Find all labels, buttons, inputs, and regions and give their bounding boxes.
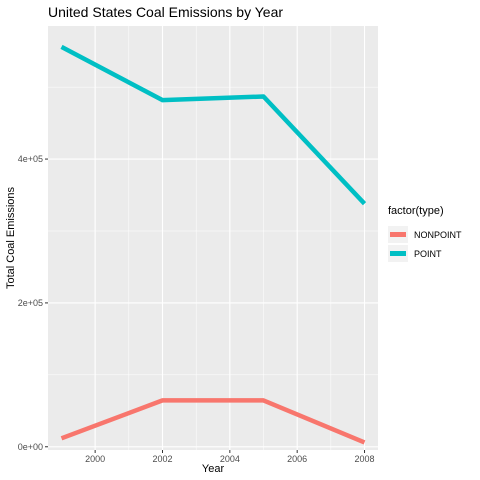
chart-title: United States Coal Emissions by Year xyxy=(48,4,283,20)
x-axis: 2000 2002 2004 2006 2008 xyxy=(85,450,375,464)
y-axis-title: Total Coal Emissions xyxy=(5,186,17,289)
series-line-nonpoint xyxy=(60,398,366,445)
y-tick-label: 4e+05 xyxy=(18,154,43,164)
plot-panel xyxy=(48,26,378,450)
x-axis-title: Year xyxy=(202,463,225,475)
legend: factor(type) NONPOINT POINT xyxy=(388,205,462,262)
x-tick-label: 2000 xyxy=(85,454,105,464)
series-line-point xyxy=(60,44,367,206)
legend-item-nonpoint: NONPOINT xyxy=(388,226,462,243)
series-lines xyxy=(60,44,367,445)
legend-label-nonpoint: NONPOINT xyxy=(414,230,462,240)
legend-item-point: POINT xyxy=(388,245,442,262)
legend-label-point: POINT xyxy=(414,249,442,259)
x-tick-label: 2008 xyxy=(355,454,375,464)
x-tick-label: 2006 xyxy=(287,454,307,464)
x-tick-label: 2004 xyxy=(220,454,240,464)
y-axis: 0e+00 2e+05 4e+05 xyxy=(18,154,48,452)
legend-title: factor(type) xyxy=(388,205,444,217)
x-tick-label: 2002 xyxy=(152,454,172,464)
grid-major xyxy=(48,26,378,450)
y-tick-label: 2e+05 xyxy=(18,298,43,308)
y-tick-label: 0e+00 xyxy=(18,442,43,452)
